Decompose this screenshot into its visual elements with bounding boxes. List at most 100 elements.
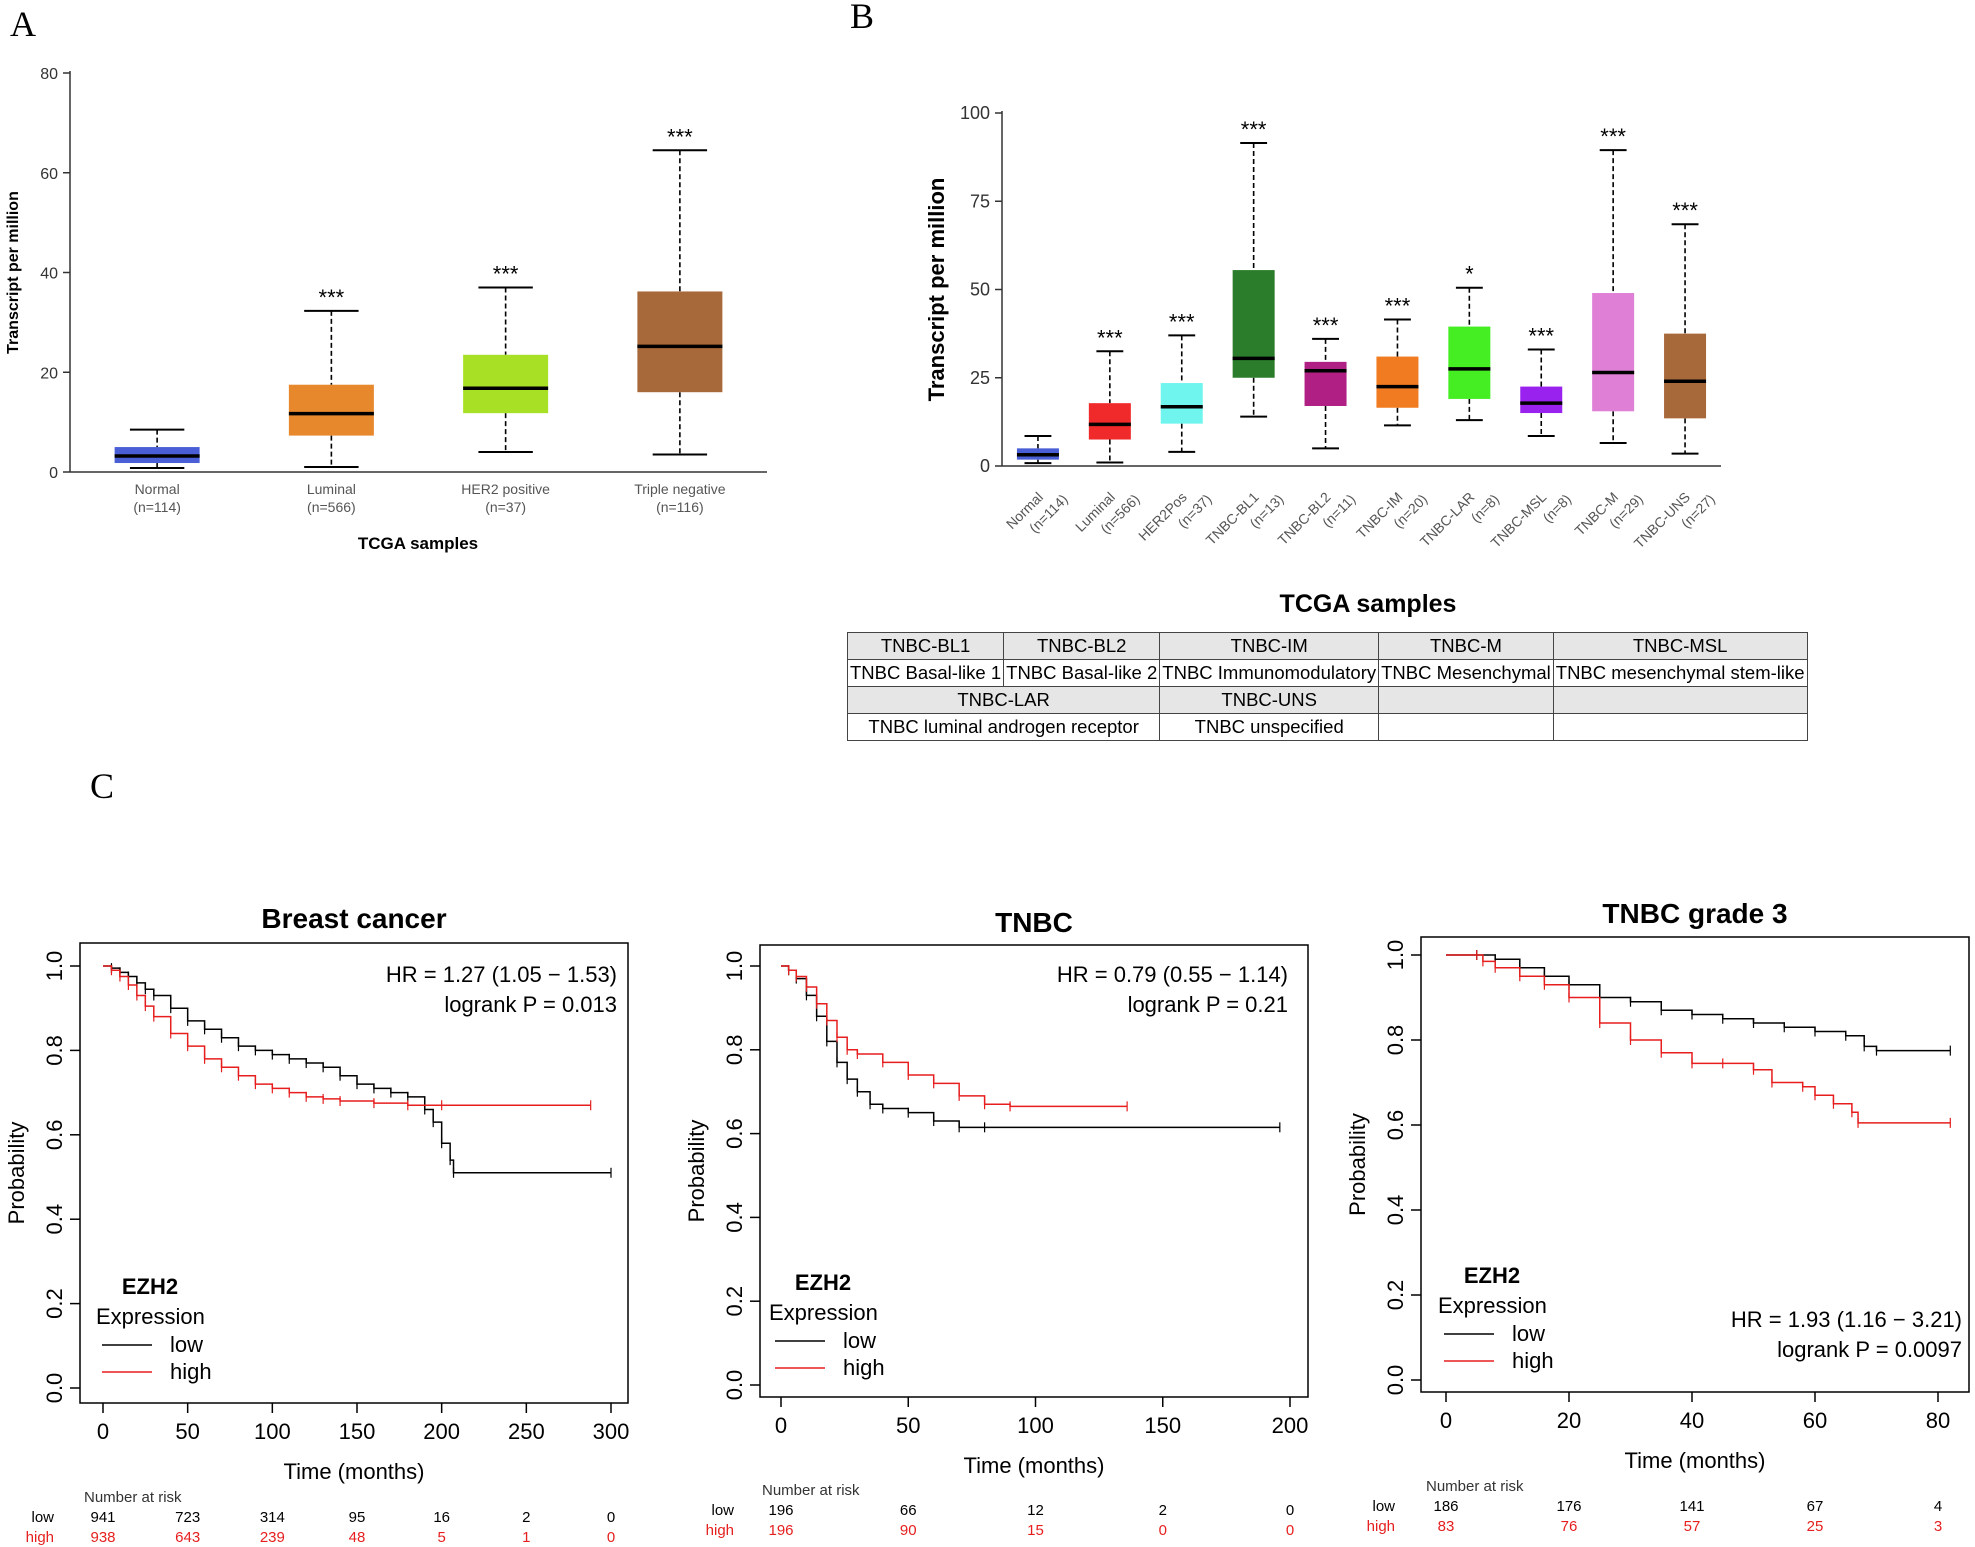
significance-mark: *** — [1169, 309, 1195, 334]
y-tick-label: 60 — [40, 166, 58, 183]
y-tick-label: 1.0 — [722, 951, 747, 982]
risk-row-label-high: high — [706, 1522, 734, 1539]
hr-text: HR = 1.27 (1.05 − 1.53) — [386, 962, 617, 987]
risk-count-low: 176 — [1556, 1498, 1581, 1515]
x-tick-label: 0 — [1440, 1408, 1452, 1433]
box-rect — [1232, 270, 1275, 378]
category-n: (n=566) — [307, 499, 356, 515]
x-tick-label: 250 — [508, 1419, 545, 1444]
risk-row-label-low: low — [711, 1502, 734, 1519]
censor-marks-high — [1476, 950, 1951, 1128]
significance-mark: * — [1465, 262, 1474, 287]
box-rect — [1304, 361, 1347, 406]
risk-count-low: 2 — [1159, 1502, 1167, 1519]
y-tick-label: 0.4 — [1383, 1195, 1408, 1226]
legend-cell: TNBC Basal-like 1 — [846, 659, 1005, 687]
legend-label-low: low — [170, 1332, 203, 1357]
legend-subtitle: Expression — [769, 1300, 878, 1325]
risk-count-high: 90 — [900, 1522, 917, 1539]
y-tick-label: 0 — [49, 465, 58, 482]
significance-mark: *** — [1313, 313, 1339, 338]
y-axis-title: Probability — [684, 1120, 709, 1223]
x-tick-label: 100 — [254, 1419, 291, 1444]
legend-cell — [1378, 713, 1554, 741]
risk-row-label-high: high — [1367, 1518, 1395, 1535]
risk-count-high: 0 — [607, 1529, 615, 1546]
category-label: TNBC-IM(n=20) — [1353, 477, 1430, 554]
legend-cell: TNBC-M — [1378, 632, 1554, 660]
legend-cell: TNBC-MSL — [1552, 632, 1808, 660]
hr-text: HR = 1.93 (1.16 − 3.21) — [1731, 1307, 1962, 1332]
panel-letter-b: B — [850, 0, 874, 36]
y-tick-label: 25 — [970, 368, 990, 388]
significance-mark: *** — [1385, 294, 1411, 319]
box-rect — [1160, 383, 1203, 424]
category-label: TNBC-BL2(n=11) — [1274, 477, 1358, 561]
risk-count-low: 186 — [1433, 1498, 1458, 1515]
risk-count-low: 12 — [1027, 1502, 1044, 1519]
y-tick-label: 0.2 — [722, 1286, 747, 1317]
risk-count-low: 4 — [1934, 1498, 1942, 1515]
risk-count-high: 1 — [522, 1529, 530, 1546]
y-tick-label: 0.6 — [722, 1118, 747, 1149]
legend-title: EZH2 — [795, 1270, 851, 1295]
y-tick-label: 1.0 — [42, 951, 67, 982]
risk-table-label: Number at risk — [762, 1482, 860, 1499]
y-tick-label: 50 — [970, 280, 990, 300]
x-tick-label: 20 — [1557, 1408, 1581, 1433]
legend-cell: TNBC-BL2 — [1003, 632, 1161, 660]
legend-cell: TNBC-UNS — [1159, 686, 1380, 714]
hr-text: HR = 0.79 (0.55 − 1.14) — [1057, 962, 1288, 987]
censor-marks-low — [1476, 950, 1951, 1056]
category-n: (n=37) — [485, 499, 526, 515]
risk-count-high: 3 — [1934, 1518, 1942, 1535]
legend-label-high: high — [170, 1359, 212, 1384]
legend-cell: TNBC Mesenchymal — [1378, 659, 1554, 687]
chart-title: TNBC grade 3 — [1602, 898, 1787, 929]
risk-table-label: Number at risk — [84, 1489, 182, 1506]
risk-count-high: 196 — [768, 1522, 793, 1539]
censor-marks-high — [110, 965, 592, 1111]
x-tick-label: 0 — [775, 1413, 787, 1438]
plot-frame — [759, 944, 1309, 1398]
risk-count-high: 0 — [1286, 1522, 1294, 1539]
box-rect — [637, 291, 723, 393]
y-tick-label: 0.0 — [722, 1370, 747, 1401]
y-tick-label: 0.8 — [42, 1035, 67, 1066]
legend-cell: TNBC luminal androgen receptor — [846, 713, 1161, 741]
risk-row-label-low: low — [1372, 1498, 1395, 1515]
risk-count-low: 723 — [175, 1509, 200, 1526]
km-curve-low — [1446, 954, 1951, 1052]
box-rect — [1088, 403, 1131, 440]
significance-mark: *** — [1528, 324, 1554, 349]
category-label: TNBC-BL1(n=13) — [1203, 477, 1287, 561]
box-rect — [1376, 356, 1419, 408]
logrank-text: logrank P = 0.21 — [1128, 992, 1288, 1017]
legend-cell — [1552, 686, 1808, 714]
plot-frame — [1420, 936, 1970, 1393]
box-rect — [1520, 386, 1563, 414]
panel-letter-a: A — [10, 4, 36, 44]
significance-mark: *** — [319, 285, 345, 310]
y-tick-label: 75 — [970, 191, 990, 211]
category-label: TNBC-MSL(n=8) — [1487, 477, 1574, 564]
y-tick-label: 0 — [980, 456, 990, 476]
x-axis-title: TCGA samples — [1280, 590, 1457, 618]
y-tick-label: 20 — [40, 365, 58, 382]
x-axis-title: Time (months) — [284, 1459, 425, 1484]
panel-letter-c: C — [90, 766, 114, 806]
plot-frame — [79, 942, 629, 1404]
legend-cell — [1378, 686, 1554, 714]
category-name: Triple negative — [634, 481, 726, 497]
category-n: (n=116) — [656, 499, 704, 515]
x-tick-label: 150 — [1144, 1413, 1181, 1438]
risk-count-low: 67 — [1807, 1498, 1824, 1515]
risk-count-high: 48 — [349, 1529, 366, 1546]
legend-cell: TNBC-IM — [1159, 632, 1380, 660]
chart-title: TNBC — [995, 907, 1073, 938]
legend-cell: TNBC mesenchymal stem-like — [1552, 659, 1808, 687]
risk-count-low: 0 — [1286, 1502, 1294, 1519]
category-label: HER2Pos(n=37) — [1135, 477, 1215, 557]
x-axis-title: TCGA samples — [358, 534, 478, 553]
x-axis-title: Time (months) — [964, 1453, 1105, 1478]
